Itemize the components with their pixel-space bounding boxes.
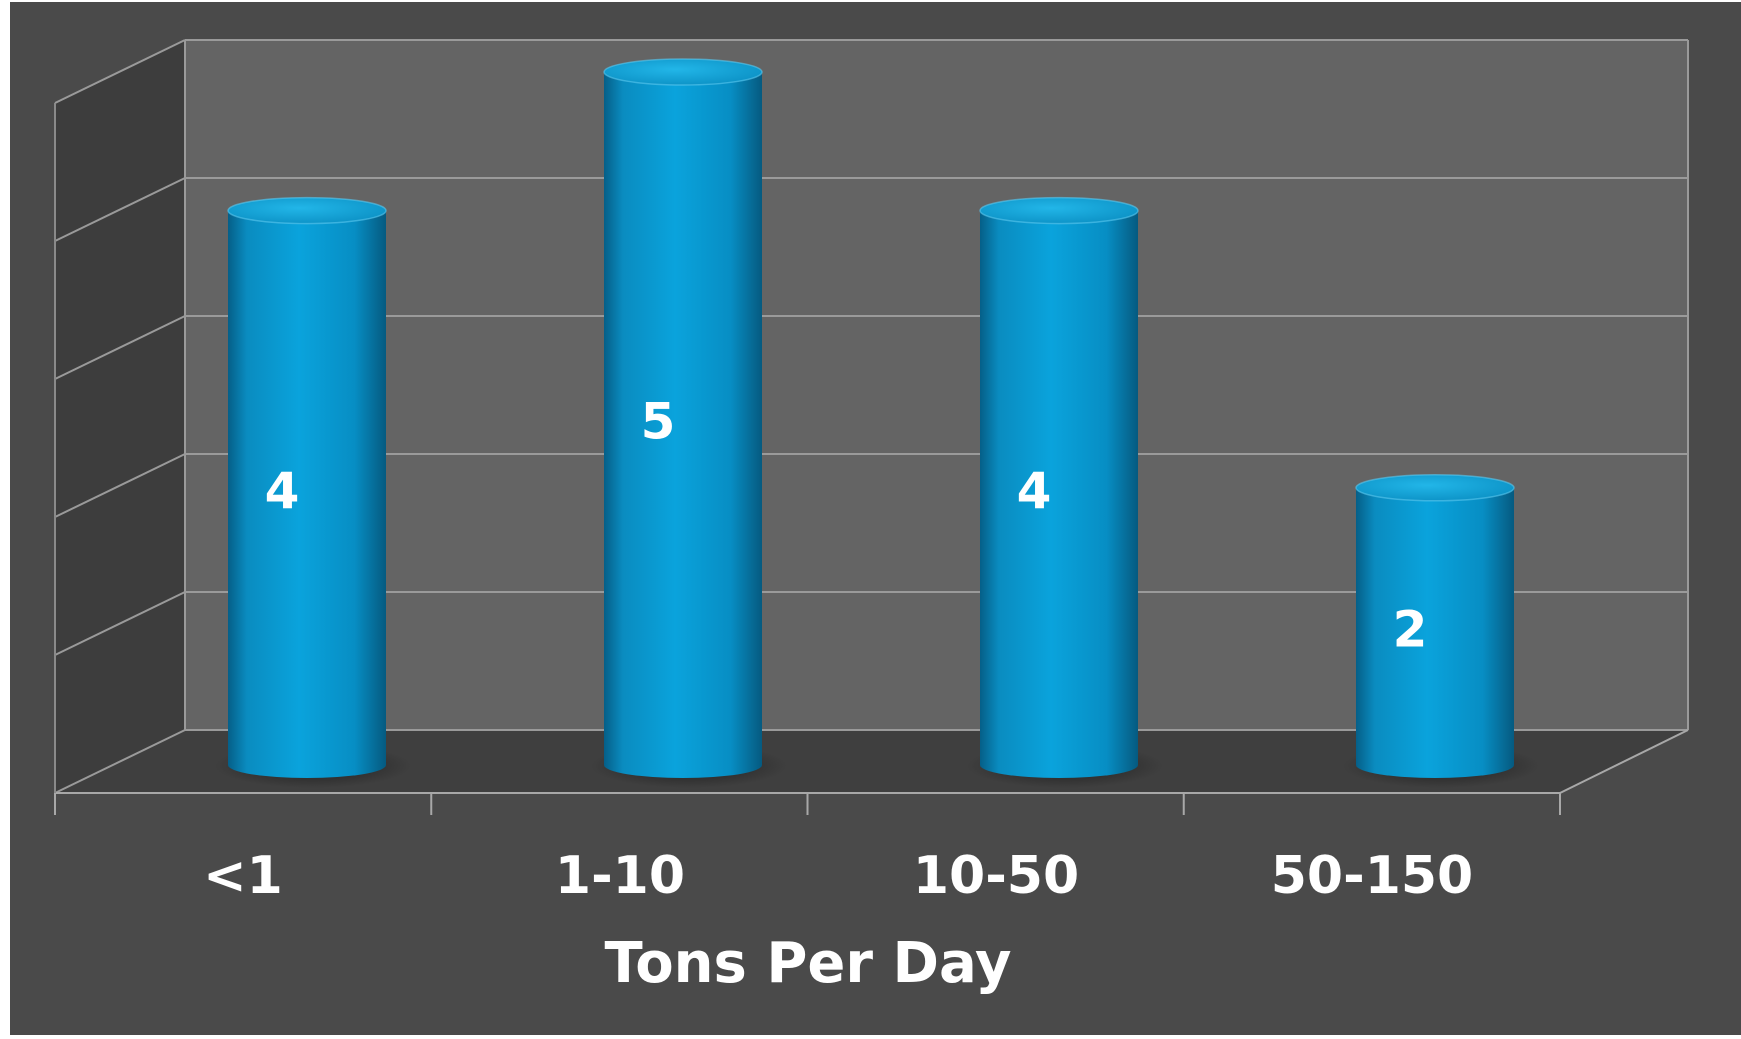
bars: 4 5 4 2 — [215, 58, 1539, 788]
bar-body — [228, 210, 386, 779]
floor — [55, 730, 1688, 793]
x-axis — [54, 103, 1689, 815]
data-label: 4 — [1017, 462, 1052, 520]
gridline — [54, 315, 1688, 380]
bar-body — [604, 72, 762, 778]
bar-body — [1356, 487, 1514, 778]
gridlines — [54, 39, 1689, 794]
gridline — [54, 453, 1688, 518]
bar-top — [227, 196, 387, 225]
category-label: <1 — [203, 846, 283, 906]
back-wall — [185, 40, 1688, 730]
data-label: 2 — [1393, 600, 1428, 658]
data-label: 5 — [641, 393, 676, 451]
category-label: 50-150 — [1271, 846, 1474, 906]
category-label: 10-50 — [913, 846, 1079, 906]
gridline — [54, 39, 1688, 104]
side-wall — [55, 40, 185, 793]
bar: 4 — [967, 196, 1163, 788]
bar-top — [1355, 474, 1515, 502]
bar: 4 — [215, 196, 411, 788]
category-labels: <1 1-10 10-50 50-150 — [203, 846, 1473, 906]
gridline — [54, 177, 1688, 242]
bar: 2 — [1343, 474, 1539, 788]
bar-top — [603, 58, 763, 86]
floor-edge — [1559, 729, 1689, 794]
bar-body — [980, 210, 1138, 779]
category-label: 1-10 — [555, 846, 685, 906]
bar-top — [979, 196, 1139, 225]
data-label: 4 — [265, 462, 300, 520]
x-axis-title: Tons Per Day — [604, 931, 1011, 996]
bar: 5 — [591, 58, 787, 788]
